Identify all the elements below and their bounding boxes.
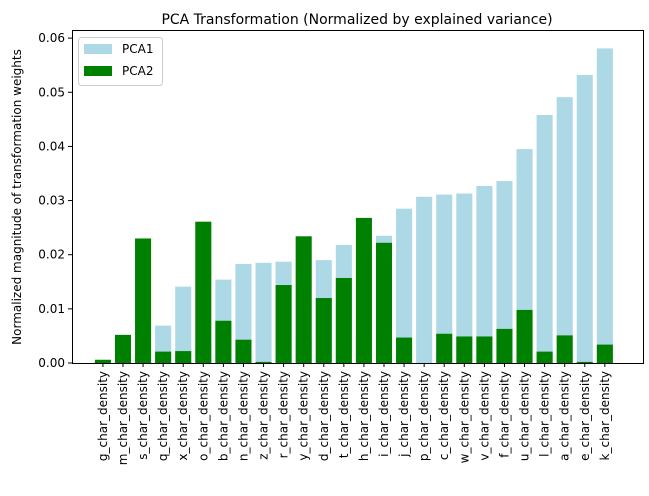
bar-pca2-h_char_density	[355, 217, 372, 363]
bar-pca1-n_char_density	[235, 263, 252, 363]
x-tick-label: c_char_density	[437, 371, 451, 460]
y-tick-label: 0.03	[38, 194, 65, 208]
x-tick-label: m_char_density	[116, 371, 130, 465]
bars	[94, 48, 613, 363]
bar-pca1-j_char_density	[396, 208, 413, 363]
bar-pca1-p_char_density	[416, 196, 433, 363]
x-tick-label: h_char_density	[357, 371, 371, 461]
bar-pca1-x_char_density	[175, 286, 192, 363]
bar-pca2-t_char_density	[335, 277, 352, 363]
x-tick-label: x_char_density	[176, 371, 190, 461]
bar-pca2-u_char_density	[516, 309, 533, 363]
bar-pca2-z_char_density	[255, 361, 272, 363]
legend: PCA1 PCA2	[78, 37, 163, 86]
x-tick-label: y_char_density	[297, 371, 311, 461]
legend-swatch-pca1	[84, 44, 112, 54]
bar-pca2-i_char_density	[375, 242, 393, 363]
y-tick-label: 0.02	[38, 248, 65, 262]
y-tick-label: 0.05	[38, 85, 65, 99]
x-tick-label: q_char_density	[156, 371, 170, 461]
bar-pca1-z_char_density	[255, 262, 272, 363]
bar-pca2-j_char_density	[396, 337, 413, 363]
legend-label-pca2: PCA2	[122, 64, 153, 78]
x-ticks: g_char_density m_char_density s_char_densi…	[96, 363, 612, 465]
bar-pca2-b_char_density	[215, 320, 232, 363]
bar-pca1-e_char_density	[576, 74, 593, 363]
x-tick-label: e_char_density	[578, 371, 592, 461]
x-tick-label: p_char_density	[417, 371, 431, 461]
x-tick-label: i_char_density	[377, 371, 391, 457]
bar-pca1-k_char_density	[596, 48, 613, 363]
bar-pca2-c_char_density	[436, 333, 453, 363]
bar-pca1-v_char_density	[476, 185, 493, 363]
bar-pca2-a_char_density	[556, 335, 573, 363]
x-tick-label: v_char_density	[477, 371, 491, 461]
bar-pca2-w_char_density	[456, 336, 473, 363]
y-ticks: 0.00 0.01 0.02 0.03 0.04 0.05 0.06	[38, 31, 72, 370]
bar-pca2-l_char_density	[536, 351, 553, 363]
x-tick-label: f_char_density	[497, 371, 511, 458]
x-tick-label: k_char_density	[598, 371, 612, 460]
x-tick-label: n_char_density	[236, 371, 250, 461]
chart-title: PCA Transformation (Normalized by explai…	[161, 12, 552, 28]
y-tick-label: 0.04	[38, 139, 65, 153]
y-tick-label: 0.01	[38, 302, 65, 316]
bar-pca2-r_char_density	[275, 285, 292, 363]
x-tick-label: j_char_density	[397, 371, 411, 458]
y-tick-label: 0.06	[38, 31, 65, 45]
bar-pca1-a_char_density	[556, 97, 573, 363]
bar-pca1-f_char_density	[496, 181, 513, 363]
bar-pca1-l_char_density	[536, 115, 553, 363]
bar-pca1-w_char_density	[456, 193, 473, 363]
x-tick-label: a_char_density	[558, 371, 572, 461]
x-tick-label: g_char_density	[96, 371, 110, 461]
bar-pca1-u_char_density	[516, 149, 533, 363]
x-tick-label: w_char_density	[457, 371, 471, 463]
axes-frame	[72, 30, 644, 364]
y-tick-label: 0.00	[38, 356, 65, 370]
bar-pca2-g_char_density	[94, 359, 111, 363]
x-tick-label: t_char_density	[337, 371, 351, 458]
bar-pca2-n_char_density	[235, 339, 252, 363]
x-tick-label: b_char_density	[216, 371, 230, 461]
x-tick-label: d_char_density	[317, 371, 331, 461]
bar-pca2-y_char_density	[295, 236, 312, 363]
bar-pca2-k_char_density	[596, 344, 613, 363]
x-tick-label: r_char_density	[277, 371, 291, 458]
x-tick-label: z_char_density	[257, 371, 271, 460]
x-tick-label: u_char_density	[518, 371, 532, 461]
bar-pca2-s_char_density	[135, 238, 152, 363]
legend-label-pca1: PCA1	[122, 42, 153, 56]
x-tick-label: l_char_density	[538, 371, 552, 457]
y-axis-label: Normalized magnitude of transformation w…	[10, 49, 24, 345]
bar-pca2-x_char_density	[175, 351, 192, 363]
x-tick-label: s_char_density	[136, 371, 150, 460]
bar-pca1-c_char_density	[436, 194, 453, 363]
bar-pca2-f_char_density	[496, 328, 513, 363]
legend-swatch-pca2	[84, 66, 112, 76]
x-tick-label: o_char_density	[196, 371, 210, 461]
bar-pca2-e_char_density	[576, 361, 593, 363]
bar-pca2-o_char_density	[195, 221, 212, 363]
bar-pca2-m_char_density	[114, 334, 132, 363]
bar-pca2-v_char_density	[476, 336, 493, 363]
bar-pca2-q_char_density	[155, 351, 172, 363]
bar-pca2-d_char_density	[315, 298, 332, 363]
